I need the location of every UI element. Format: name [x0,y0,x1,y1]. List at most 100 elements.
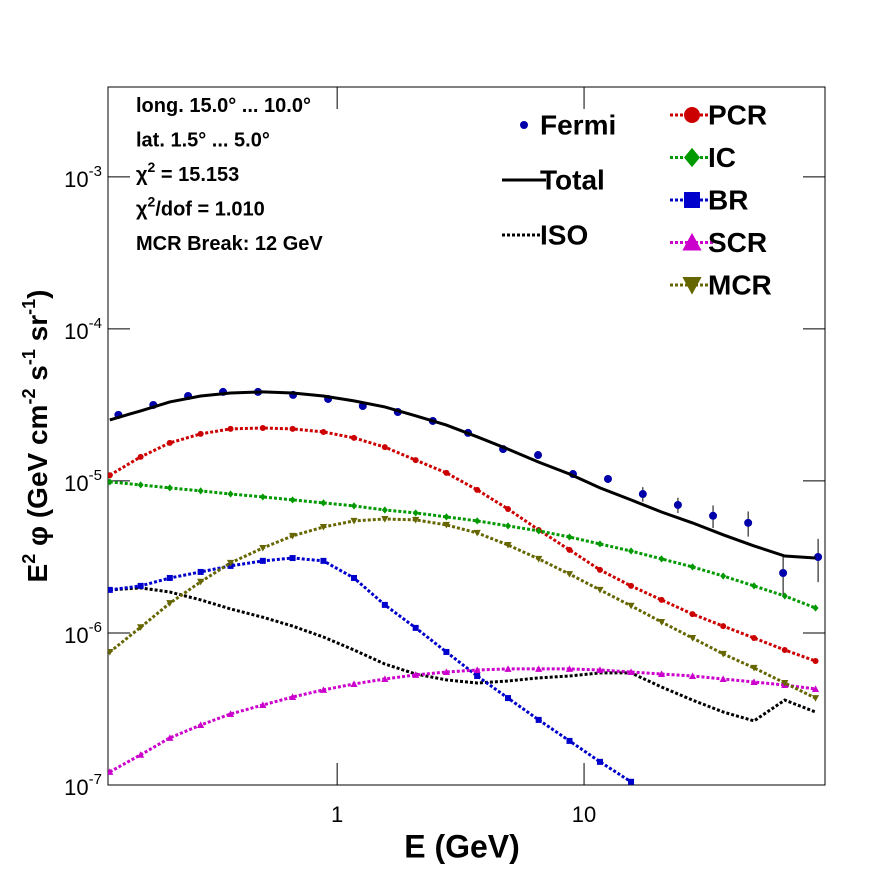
y-tick-label-base: 10 [64,167,88,192]
y-tick-label-exponent: -5 [89,467,102,484]
marker [474,517,481,525]
marker [350,502,357,510]
marker [289,555,296,562]
marker [350,574,357,581]
marker [658,555,665,563]
y-tick-label: 10-3 [64,163,102,191]
y-tick-label-base: 10 [64,319,88,344]
y-tick-label-base: 10 [64,775,88,800]
marker [137,481,144,489]
x-tick-label: 10 [572,802,596,827]
marker [137,582,144,589]
marker [412,509,419,517]
y-axis-label-sup: -2 [19,389,39,405]
y-tick-label-exponent: -4 [89,315,102,332]
marker [627,668,635,675]
marker [227,425,234,432]
marker [412,457,419,464]
legend-label: IC [708,142,736,173]
marker [719,675,727,682]
annotation: MCR Break: 12 GeV [136,233,323,255]
marker [638,490,647,499]
marker [504,695,511,702]
marker [657,619,666,626]
marker [566,546,573,553]
y-tick-label-base: 10 [64,471,88,496]
marker [751,582,758,590]
marker [566,737,573,744]
legend-marker [520,121,528,129]
marker [596,540,603,548]
marker [320,428,327,435]
y-tick-label-exponent: -3 [89,163,102,180]
legend-marker [684,192,700,208]
y-tick-label-exponent: -6 [89,619,102,636]
marker [443,469,450,476]
y-axis-label-part: ) [22,290,53,299]
marker [412,624,419,631]
marker [628,547,635,555]
marker [137,453,144,460]
marker [166,734,174,741]
y-tick-label-base: 10 [64,623,88,648]
marker [320,499,327,507]
y-tick-label-exponent: -7 [89,771,102,788]
legend-label: SCR [708,227,767,258]
marker [688,634,697,642]
y-axis-label-part: s [22,365,53,388]
marker [504,522,511,530]
annotation-part: lat. 1.5° ... 5.0° [136,130,270,152]
marker [197,430,204,437]
marker [319,523,328,531]
series-line [109,667,816,774]
legend-label: BR [708,184,748,215]
series-line [109,480,817,610]
marker [565,571,574,578]
legend-label: Fermi [540,109,616,140]
series-line [109,390,816,560]
marker [166,574,173,581]
marker [812,658,819,665]
y-axis-label-sup: -1 [19,349,39,365]
series-line [109,556,632,784]
marker [720,623,727,630]
marker [811,685,820,692]
marker [259,701,267,708]
marker [688,672,697,680]
marker [474,486,481,493]
marker [814,552,823,561]
marker [535,716,542,723]
y-axis-label: E2 φ (GeV cm-2 s-1 sr-1) [19,290,54,583]
marker [108,472,113,479]
marker [565,665,574,672]
marker [504,505,511,512]
marker [689,611,696,618]
marker [535,555,543,563]
marker [350,680,358,687]
marker [811,695,820,702]
marker [504,665,512,672]
marker [628,582,635,589]
marker [320,557,327,564]
marker [750,678,758,685]
legend-label: PCR [708,99,767,130]
marker [709,511,718,520]
marker [779,568,788,577]
marker [259,424,266,431]
marker [474,673,481,680]
marker [289,496,296,504]
marker [166,484,173,492]
marker [781,592,788,600]
y-axis-label-sup: -1 [19,299,39,315]
marker [197,578,205,586]
legend-label: MCR [708,269,772,300]
marker [137,624,145,631]
marker [535,665,543,672]
x-tick-label: 1 [331,802,343,827]
marker [381,601,388,608]
marker [812,604,819,612]
marker [108,478,113,486]
marker [750,664,758,672]
marker [381,506,388,514]
